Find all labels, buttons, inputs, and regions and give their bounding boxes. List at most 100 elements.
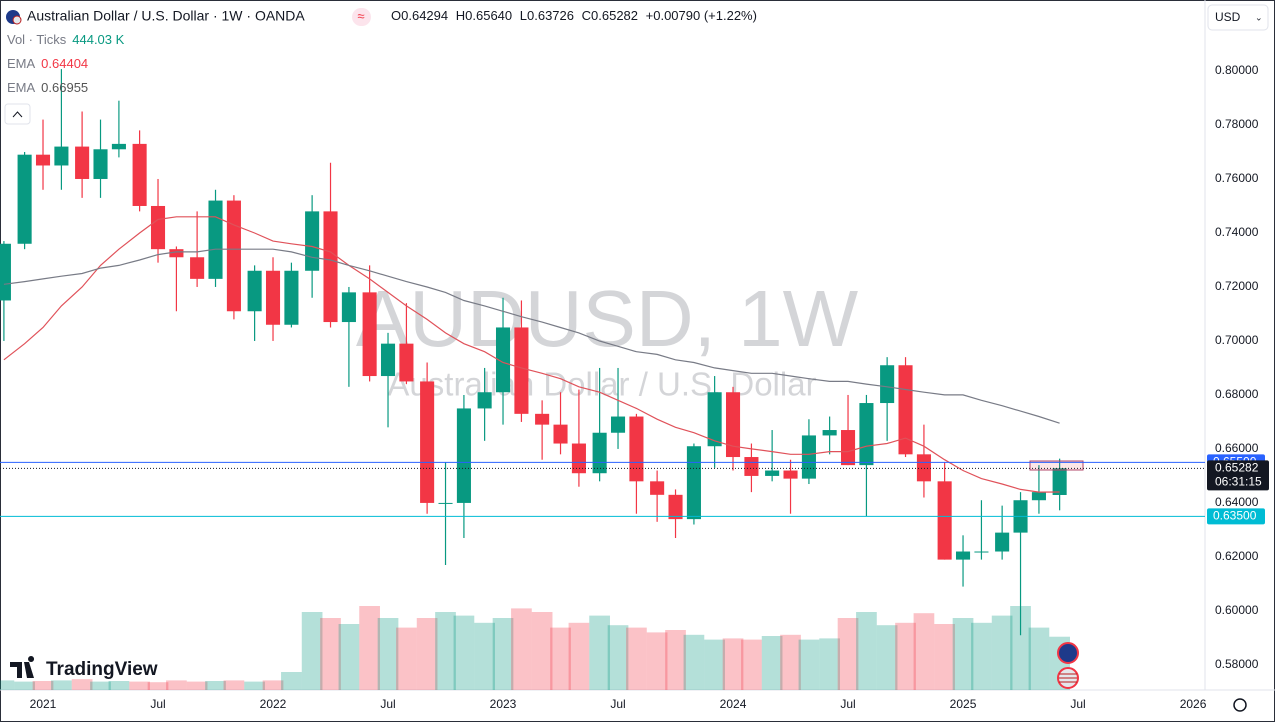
y-tick-label: 0.66000 <box>1215 441 1259 455</box>
y-tick-label: 0.74000 <box>1215 225 1259 239</box>
change: +0.00790 (+1.22%) <box>646 8 757 23</box>
x-tick-label: Jul <box>610 697 625 711</box>
symbol-flag <box>12 15 22 25</box>
brand-name[interactable]: TradingView <box>46 659 158 680</box>
volume-bar <box>646 632 668 690</box>
indicator-value: 0.66955 <box>41 80 88 95</box>
indicator-legend[interactable]: EMA 0.64404 <box>7 56 88 71</box>
candle-body <box>783 470 798 479</box>
candle-body <box>553 424 568 444</box>
symbol-title[interactable]: Australian Dollar / U.S. Dollar · 1W · O… <box>27 8 305 24</box>
candle-body <box>226 200 241 312</box>
candle-body <box>35 154 51 166</box>
indicator-name: Vol · Ticks <box>7 32 67 47</box>
volume-bar <box>359 606 380 690</box>
x-tick-label: Jul <box>1070 697 1085 711</box>
candle-body <box>247 270 262 312</box>
candle-body <box>898 365 913 455</box>
x-tick-label: 2024 <box>720 697 747 711</box>
candle-body <box>650 481 665 495</box>
y-tick-label: 0.62000 <box>1215 549 1259 563</box>
volume-bar <box>186 681 208 690</box>
volume-bar <box>396 627 417 690</box>
ohlc-value: 0.65282 <box>591 8 638 23</box>
x-tick-label: 2025 <box>950 697 977 711</box>
x-tick-label: 2026 <box>1180 697 1207 711</box>
volume-bar <box>952 618 974 690</box>
volume-bar <box>14 681 35 690</box>
candle-body <box>477 392 492 409</box>
y-tick-label: 0.78000 <box>1215 117 1259 131</box>
candle-body <box>438 502 453 504</box>
y-tick-label: 0.68000 <box>1215 387 1259 401</box>
ohlc-value: 0.63726 <box>527 8 574 23</box>
candle-body <box>629 416 644 482</box>
indicator-value: 0.64404 <box>41 56 88 71</box>
y-tick-label: 0.72000 <box>1215 279 1259 293</box>
event-flag-au[interactable] <box>1057 642 1079 664</box>
candle-body <box>686 446 701 520</box>
volume-bar <box>474 622 495 690</box>
volume-bar <box>416 618 438 690</box>
collapse-button[interactable] <box>4 103 31 125</box>
y-tick-label: 0.64000 <box>1215 495 1259 509</box>
volume-bar <box>435 612 456 690</box>
ohlc-value: 0.65640 <box>465 8 512 23</box>
volume-bar <box>568 622 590 690</box>
compare-button[interactable] <box>352 8 371 26</box>
volume-bar <box>683 634 705 690</box>
volume-bar <box>780 634 801 690</box>
x-tick-label: 2023 <box>490 697 517 711</box>
indicator-legend[interactable]: Vol · Ticks 444.03 K <box>7 32 125 47</box>
last-price-box <box>1207 460 1269 491</box>
candle-body <box>420 381 435 503</box>
volume-bar <box>876 625 898 690</box>
candle-body <box>284 270 299 325</box>
candle-body <box>208 200 223 279</box>
ohlc-key: C <box>582 8 591 23</box>
volume-bar <box>453 615 475 690</box>
volume-bar <box>895 622 916 690</box>
y-tick-label: 0.80000 <box>1215 63 1259 77</box>
volume-bar <box>1010 606 1031 690</box>
candle-body <box>1052 468 1067 495</box>
candle-body <box>305 211 320 271</box>
collapse-icon[interactable] <box>12 111 23 118</box>
candle-body <box>169 249 184 258</box>
candle-body <box>955 551 971 560</box>
drawn-rectangle[interactable] <box>1029 460 1084 471</box>
plot-layer <box>0 69 1067 636</box>
candle-body <box>610 416 626 433</box>
candle-body <box>456 408 471 503</box>
volume-bar <box>377 618 399 690</box>
compare-icon[interactable]: ≈ <box>357 8 364 23</box>
candle-body <box>822 430 837 436</box>
settings-button[interactable] <box>1233 698 1247 712</box>
ohlc-legend: O0.64294 H0.65640 L0.63726 C0.65282 +0.0… <box>391 8 757 23</box>
candle-body <box>0 243 11 301</box>
candle-body <box>937 481 952 560</box>
volume-bar <box>722 638 744 690</box>
x-tick-label: 2022 <box>260 697 287 711</box>
indicator-legend[interactable]: EMA 0.66955 <box>7 80 88 95</box>
candle-body <box>399 343 414 382</box>
indicator-value: 444.03 K <box>72 32 124 47</box>
candle-body <box>880 365 895 404</box>
candle-body <box>75 146 90 179</box>
volume-bar <box>607 625 629 690</box>
currency-label[interactable]: USD <box>1215 10 1241 24</box>
candle-body <box>17 154 32 244</box>
candle-body <box>765 470 780 476</box>
volume-bar <box>704 639 725 690</box>
indicator-name: EMA <box>7 56 36 71</box>
currency-select[interactable] <box>1207 4 1269 31</box>
price-label: 0.63500 <box>1213 509 1257 523</box>
watermark-subtitle: Australian Dollar / U.S. Dollar <box>387 366 816 403</box>
dropdown-arrow[interactable]: ⌄ <box>1255 12 1263 22</box>
candle-body <box>707 392 722 447</box>
volume-bar <box>991 615 1013 690</box>
volume-bar <box>589 615 610 690</box>
